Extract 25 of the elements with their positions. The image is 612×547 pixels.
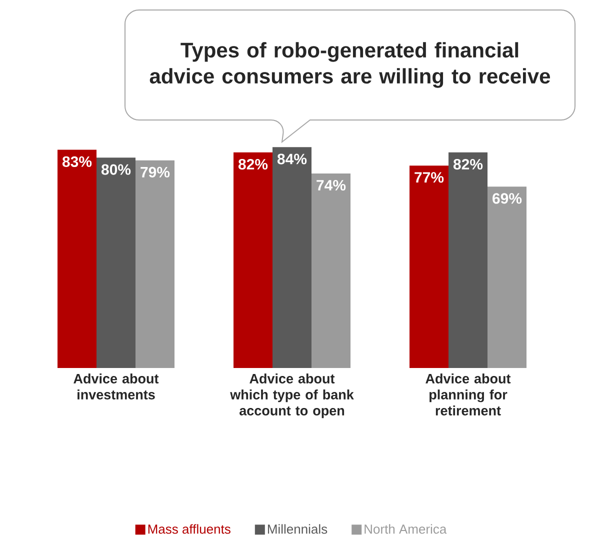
legend-label: Millennials — [268, 524, 328, 534]
x-tick-label: Advice about which type of bank account to open — [230, 374, 354, 418]
bar — [272, 147, 312, 368]
data-label: 77% — [414, 172, 444, 183]
x-tick-label: Advice about planning for retirement — [426, 374, 511, 416]
data-label: 74% — [316, 180, 346, 191]
chart-title: Types of robo-generated financial advice consumers are willing to receive — [150, 42, 550, 88]
bar — [312, 173, 351, 368]
bar — [448, 152, 488, 368]
data-label: 79% — [140, 166, 170, 178]
legend-label: North America — [364, 524, 447, 534]
bar — [96, 158, 136, 368]
data-label: 69% — [492, 193, 522, 204]
x-tick-label: Advice about investments — [74, 374, 159, 400]
bar — [234, 152, 273, 368]
bar — [488, 186, 527, 368]
data-label: 80% — [101, 164, 131, 175]
data-label: 83% — [62, 156, 92, 167]
data-label: 84% — [277, 154, 307, 164]
data-label: 82% — [453, 158, 483, 170]
data-label: 82% — [238, 158, 268, 170]
bar — [58, 150, 97, 368]
legend-label: Mass affluents — [148, 524, 230, 534]
bar — [410, 166, 449, 368]
bar — [136, 160, 175, 368]
